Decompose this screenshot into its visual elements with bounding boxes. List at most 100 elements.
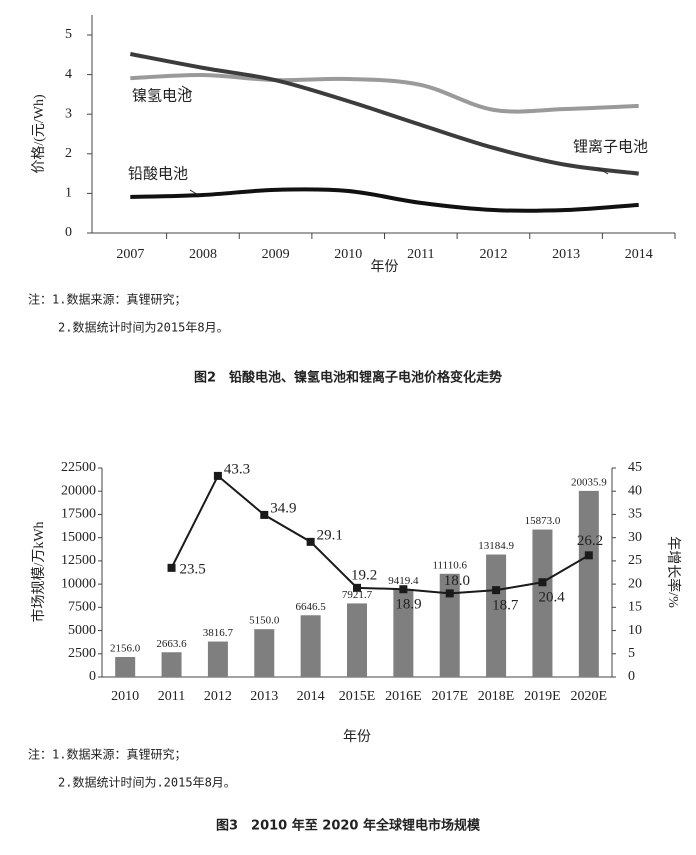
- x-tick-label: 2014: [297, 689, 325, 704]
- marker: [538, 578, 547, 587]
- line: [170, 474, 590, 595]
- x-tick-label: 2013: [552, 247, 580, 262]
- leader: [189, 189, 201, 197]
- bar: [207, 641, 228, 677]
- marker: [260, 510, 269, 519]
- y2-tick-label: 15: [628, 600, 642, 615]
- y2-axis-title: 年增长率/%: [665, 536, 682, 608]
- y-tick-label: 22500: [61, 460, 96, 475]
- note: 注：1.数据来源：真锂研究；: [28, 747, 186, 762]
- data-label: 15873.0: [525, 515, 561, 527]
- x-tick-label: 2019E: [524, 689, 561, 704]
- leader: [181, 85, 193, 93]
- y-tick-label: 10000: [61, 576, 96, 591]
- y-tick-label: 5: [65, 27, 72, 42]
- x-tick-label: 2017E: [431, 689, 468, 704]
- note: 2.数据统计时间为2015年8月。: [58, 320, 229, 335]
- bar: [300, 615, 321, 677]
- note: 2.数据统计时间为.2015年8月。: [58, 775, 236, 790]
- y2-tick-label: 5: [628, 646, 635, 661]
- y-tick-label: 1: [65, 186, 72, 201]
- y-tick-label: 12500: [61, 553, 96, 568]
- x-tick-label: 2018E: [478, 689, 515, 704]
- bar: [254, 629, 275, 677]
- marker: [445, 589, 454, 598]
- series-label: 锂离子电池: [573, 138, 648, 155]
- bar: [393, 589, 414, 677]
- y2-tick-label: 25: [628, 553, 642, 568]
- x-tick-label: 2016E: [385, 689, 422, 704]
- series-label: 铅酸电池: [128, 165, 188, 182]
- y2-tick-label: 45: [628, 460, 642, 475]
- data-label: 34.9: [270, 500, 296, 516]
- x-tick-label: 2009: [262, 247, 290, 262]
- data-label: 5150.0: [249, 615, 280, 627]
- x-tick-label: 2010: [334, 247, 362, 262]
- series-label: 镍氢电池: [132, 86, 192, 104]
- y-axis-title: 市场规模/万kWh: [30, 521, 47, 622]
- x-tick-label: 2014: [625, 247, 653, 262]
- x-tick-label: 2020E: [571, 689, 608, 704]
- x-tick-label: 2008: [189, 247, 217, 262]
- y-tick-label: 3: [65, 106, 72, 121]
- note: 注：1.数据来源：真锂研究；: [28, 292, 186, 307]
- bar: [578, 490, 599, 677]
- data-label: 29.1: [317, 527, 343, 543]
- y-tick-label: 17500: [61, 507, 96, 522]
- data-label: 20035.9: [571, 476, 607, 488]
- bar: [115, 656, 136, 677]
- x-tick-label: 2011: [158, 689, 185, 704]
- y-tick-label: 2500: [68, 646, 96, 661]
- bar: [532, 529, 553, 677]
- x-tick-label: 2012: [479, 247, 507, 262]
- y2-tick-label: 20: [628, 576, 642, 591]
- y2-tick-label: 10: [628, 623, 642, 638]
- x-tick-label: 2013: [250, 689, 278, 704]
- data-label: 18.0: [444, 573, 470, 589]
- x-tick-label: 2007: [116, 247, 144, 262]
- marker: [306, 537, 315, 546]
- data-label: 6646.5: [296, 601, 327, 613]
- bar: [439, 573, 460, 677]
- x-axis-title: 年份: [371, 259, 399, 275]
- y-tick-label: 20000: [61, 483, 96, 498]
- y2-tick-label: 40: [628, 483, 642, 498]
- bar: [161, 652, 182, 677]
- data-label: 18.9: [395, 597, 421, 613]
- marker: [167, 563, 176, 572]
- y-tick-label: 15000: [61, 530, 96, 545]
- marker: [399, 585, 408, 594]
- x-tick-label: 2011: [407, 247, 434, 262]
- x-tick-label: 2012: [204, 689, 232, 704]
- caption: 图2 铅酸电池、镍氢电池和锂离子电池价格变化走势: [194, 370, 502, 386]
- data-label: 2156.0: [110, 643, 141, 655]
- data-label: 18.7: [492, 598, 519, 614]
- y2-tick-label: 0: [628, 669, 635, 684]
- data-label: 3816.7: [203, 627, 234, 639]
- line: [130, 72, 639, 114]
- line: [130, 187, 639, 213]
- leader: [597, 167, 609, 175]
- marker: [213, 471, 222, 480]
- x-tick-label: 2015E: [339, 689, 376, 704]
- y-tick-label: 5000: [68, 623, 96, 638]
- data-label: 23.5: [180, 561, 206, 577]
- data-label: 13184.9: [478, 540, 514, 552]
- y2-tick-label: 35: [628, 507, 642, 522]
- y-tick-label: 4: [65, 67, 72, 82]
- bar: [347, 603, 367, 677]
- data-label: 26.2: [577, 533, 603, 549]
- y-axis-title: 价格/(元/Wh): [31, 94, 47, 174]
- marker: [353, 583, 361, 592]
- x-tick-label: 2010: [111, 689, 139, 704]
- data-label: 9419.4: [388, 575, 419, 587]
- y-tick-label: 2: [65, 146, 72, 161]
- data-label: 11110.6: [432, 559, 467, 571]
- data-label: 43.3: [224, 461, 250, 477]
- y-tick-label: 0: [89, 669, 96, 684]
- data-label: 20.4: [538, 590, 565, 606]
- x-axis-title: 年份: [343, 729, 371, 745]
- marker: [584, 551, 593, 560]
- marker: [492, 586, 501, 595]
